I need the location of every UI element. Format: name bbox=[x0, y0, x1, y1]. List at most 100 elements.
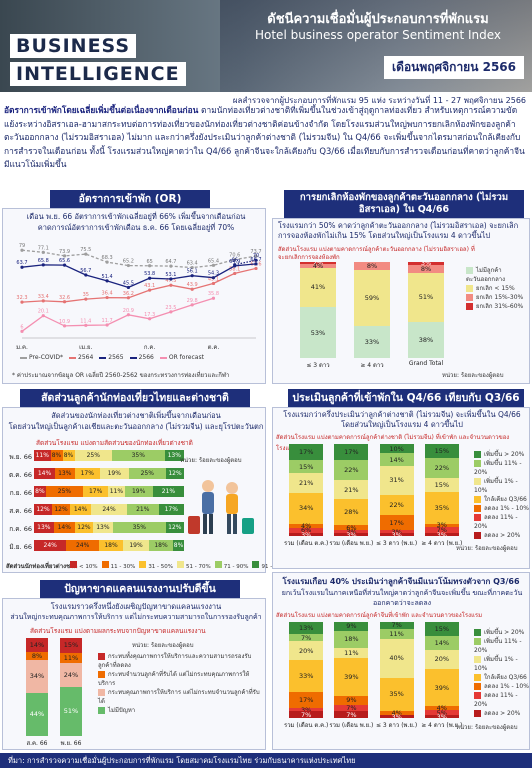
bar-segment: 18% bbox=[334, 630, 369, 648]
china-stacked-chart: 13% 7% 20% 33% 17% 3% 7% รวม (เดือน ต.ค.) 9% 18% 1… bbox=[278, 621, 470, 729]
data-label: 65.8 bbox=[38, 258, 49, 264]
legend-item: ใกล้เคียง Q3/66 bbox=[474, 673, 530, 682]
bar-segment: 21% bbox=[152, 486, 184, 497]
labour-unit: หน่วย: ร้อยละของผู้ตอบ bbox=[132, 642, 194, 649]
legend-label: < 10% bbox=[79, 564, 98, 570]
nationality-text2: โดยส่วนใหญ่เป็นลูกค้าเอเชียและตะวันออกกล… bbox=[8, 422, 264, 431]
data-point bbox=[211, 281, 216, 286]
bar-segment: 25% bbox=[74, 450, 112, 461]
stacked-bar-row: 8% 25% 17% 11% 19% 21% bbox=[34, 486, 184, 497]
data-point bbox=[148, 317, 152, 321]
middle-east-subtitle: สัดส่วนโรงแรม แบ่งตามคาดการณ์ลูกค้าตะวัน… bbox=[278, 246, 475, 261]
legend-swatch bbox=[466, 303, 473, 310]
bar-segment: 28% bbox=[334, 499, 369, 525]
data-label: 33.4 bbox=[38, 294, 49, 300]
row-label: ก.ค. 66 bbox=[9, 525, 32, 533]
legend-label: 2564 bbox=[78, 354, 94, 361]
bar-segment: 13% bbox=[93, 522, 113, 533]
legend-swatch bbox=[474, 710, 481, 717]
legend-swatch bbox=[474, 674, 481, 681]
bar-segment: 17% bbox=[74, 468, 100, 479]
bar-segment: 14% bbox=[26, 638, 48, 652]
data-point bbox=[62, 324, 67, 328]
data-point bbox=[233, 257, 237, 262]
bar-segment: 13% bbox=[55, 468, 75, 479]
legend-label: ลดลง 1% - 10% bbox=[484, 505, 529, 512]
data-label: 77.1 bbox=[38, 245, 49, 251]
data-label: 32.3 bbox=[16, 295, 27, 301]
bar-segment: 51% bbox=[408, 272, 444, 322]
bar-segment: 51% bbox=[60, 686, 82, 736]
data-point bbox=[233, 271, 237, 276]
legend-item: 2564 bbox=[69, 354, 93, 361]
data-point bbox=[62, 263, 67, 267]
bar-segment: 6% bbox=[289, 526, 324, 534]
data-label: 10.9 bbox=[59, 319, 70, 325]
legend-label: ยกเลิก 31%-60% bbox=[476, 303, 524, 310]
bar-segment: 17% bbox=[83, 486, 109, 497]
bar-segment: 9% bbox=[334, 695, 369, 705]
legend-label: ลดลง 11% - 20% bbox=[474, 692, 518, 708]
data-label: 49.1 bbox=[208, 276, 219, 282]
q4-foreign-text: โรงแรมกว่าครึ่งประเมินว่าลูกค้าต่างชาติ … bbox=[283, 410, 521, 429]
data-label: 70.6 bbox=[229, 253, 240, 259]
middle-east-heading: การยกเลิกห้องพักของลูกค้าตะวันออกกลาง (ไ… bbox=[284, 190, 524, 218]
data-label: 47.5 bbox=[165, 278, 176, 284]
data-point bbox=[169, 310, 173, 314]
x-tick-label: ม.ค. bbox=[16, 344, 28, 351]
legend-item: ยกเลิก 31%-60% bbox=[466, 302, 528, 311]
data-label: 73.9 bbox=[59, 249, 70, 255]
brand-intelligence: INTELLIGENCE bbox=[10, 62, 186, 86]
data-point bbox=[190, 265, 194, 270]
legend-swatch bbox=[474, 638, 481, 645]
legend-swatch bbox=[474, 656, 481, 663]
bar-segment: 8% bbox=[62, 450, 75, 461]
legend-swatch bbox=[474, 514, 481, 521]
data-label: 43.9 bbox=[187, 282, 198, 288]
labour-text1: โรงแรมราวครึ่งหนึ่งยังเผชิญปัญหาขาดแคลนแ… bbox=[50, 602, 222, 611]
occupancy-line1: เดือน พ.ย. 66 อัตราการเข้าพักเฉลี่ยอยู่ท… bbox=[26, 212, 246, 221]
series-line-4 bbox=[21, 297, 214, 332]
bar-segment: 3% bbox=[408, 259, 444, 267]
stacked-bar-row: 13% 14% 12% 13% 35% 12% bbox=[34, 522, 184, 533]
bar-category-label: ≤ 3 ดาว (พ.ย.) bbox=[376, 540, 418, 547]
bar-category-label: ≥ 4 ดาว bbox=[360, 362, 384, 369]
legend-item: เพิ่มขึ้น 1% - 10% bbox=[474, 655, 530, 673]
legend-label: กระทบคุณภาพการให้บริการ แต่ไม่กระทบจำนวน… bbox=[98, 689, 260, 705]
data-label: 65.4 bbox=[208, 258, 219, 264]
bar-segment: 39% bbox=[424, 669, 459, 707]
legend-label: กระทบทั้งคุณภาพการให้บริการและความสามารถ… bbox=[98, 653, 252, 669]
legend-swatch bbox=[466, 285, 473, 292]
data-label: 66 bbox=[232, 258, 238, 264]
legend-swatch bbox=[101, 561, 109, 568]
data-label: 23.5 bbox=[165, 305, 176, 311]
bar-segment: 34% bbox=[289, 492, 324, 524]
stacked-bar: 14% 8% 34% 44% bbox=[26, 638, 48, 736]
bar-segment: 3% bbox=[334, 531, 369, 539]
bar-category-label: รวม (เดือน ต.ค.) bbox=[283, 540, 329, 547]
legend-item: ยกเลิก < 15% bbox=[466, 284, 528, 293]
data-point bbox=[211, 276, 216, 280]
bar-segment: 19% bbox=[100, 468, 129, 479]
legend-item: 11 - 30% bbox=[101, 561, 135, 570]
legend-item: 2566 bbox=[129, 354, 154, 361]
bar-category-label: Grand Total bbox=[408, 360, 444, 367]
data-point bbox=[20, 329, 24, 333]
bar-segment: 7% bbox=[379, 621, 414, 629]
bar-category-label: รวม (เดือน ต.ค.) bbox=[283, 722, 329, 729]
middle-east-unit: หน่วย: ร้อยละของผู้ตอบ bbox=[442, 372, 504, 379]
bar-segment: 18% bbox=[148, 540, 174, 551]
data-point bbox=[169, 277, 173, 281]
labour-text2: ส่วนใหญ่กระทบคุณภาพการให้บริการ แต่ไม่กร… bbox=[10, 613, 262, 621]
legend-swatch bbox=[129, 356, 137, 359]
bar-segment: 4% bbox=[379, 709, 414, 717]
nationality-bar-chart: พ.ย. 66 11% 8% 8% 25% 35% 13% ต.ค. 66 14% 13% 17% 1… bbox=[4, 450, 184, 558]
stacked-bar: 15% 22% 15% 35% 3% 7% 3% bbox=[424, 444, 459, 539]
stacked-bar: 9% 18% 11% 39% 9% 7% 7% bbox=[334, 622, 369, 719]
legend-label: 2566 bbox=[138, 354, 154, 361]
legend-swatch bbox=[474, 478, 481, 485]
nationality-xlabel: สัดส่วนนักท่องเที่ยวต่างชาติ bbox=[6, 563, 78, 570]
bar-segment: 24% bbox=[60, 663, 82, 687]
legend-swatch bbox=[474, 505, 481, 512]
data-point bbox=[41, 263, 45, 267]
